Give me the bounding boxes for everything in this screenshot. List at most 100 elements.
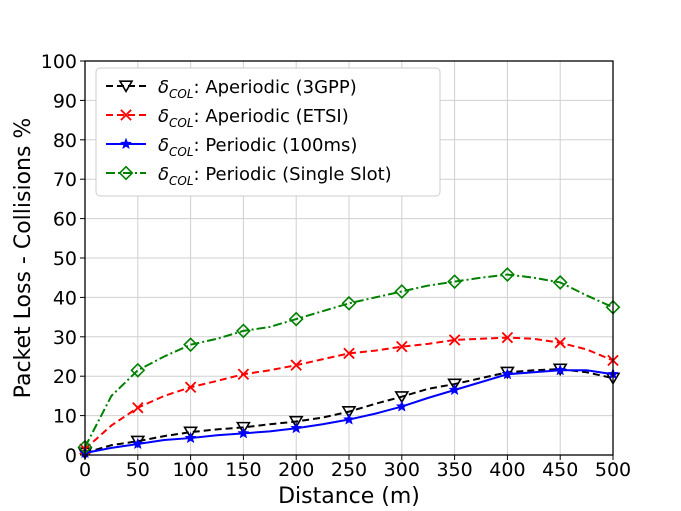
x-tick-label: 50 — [126, 459, 150, 481]
series-periodic-100ms — [78, 363, 620, 459]
x-tick-label: 450 — [542, 459, 578, 481]
x-marker-stroke — [396, 340, 408, 353]
series-layer — [77, 267, 621, 461]
y-tick-label: 50 — [53, 248, 77, 270]
star-marker — [342, 413, 356, 425]
x-marker-stroke — [343, 347, 355, 360]
star-marker — [501, 367, 514, 380]
diamond-marker — [499, 267, 515, 282]
triangle-down-marker — [118, 80, 134, 93]
triangle-down-marker — [447, 378, 462, 392]
diamond-marker — [394, 284, 410, 299]
x-tick-label: 0 — [79, 459, 91, 481]
x-marker-stroke — [132, 401, 144, 414]
legend-box — [95, 67, 441, 197]
series-periodic-single-slot — [77, 267, 621, 455]
x-tick-label: 400 — [489, 459, 525, 481]
x-marker-stroke — [448, 334, 461, 346]
diamond-marker — [288, 311, 304, 327]
x-marker — [120, 109, 132, 121]
diamond-marker — [118, 165, 134, 181]
legend-symbol: δ — [158, 135, 169, 156]
y-tick-label: 100 — [41, 51, 77, 73]
star-marker — [131, 437, 144, 450]
legend-subscript: COL — [169, 87, 194, 101]
x-marker — [184, 381, 197, 393]
x-marker-stroke — [554, 336, 566, 349]
series-line — [84, 368, 614, 454]
diamond-marker — [552, 274, 568, 290]
star-marker — [554, 363, 567, 376]
y-tick-label: 30 — [53, 327, 77, 349]
x-tick-label: 100 — [172, 459, 208, 481]
legend-label: δCOL: Periodic (Single Slot) — [158, 164, 392, 188]
star-marker — [184, 431, 197, 444]
x-tick-label: 300 — [384, 459, 420, 481]
x-marker — [554, 336, 566, 349]
x-marker — [132, 401, 144, 414]
x-marker — [237, 368, 250, 380]
diamond-marker — [130, 362, 146, 378]
diamond-marker — [235, 323, 251, 339]
y-tick-label: 60 — [53, 209, 77, 231]
diamond-marker — [447, 274, 463, 290]
x-marker-stroke — [237, 368, 250, 380]
legend-subscript: COL — [169, 174, 194, 188]
legend-subscript: COL — [169, 116, 194, 130]
star-marker — [448, 383, 461, 396]
triangle-down-marker — [341, 406, 357, 419]
y-tick-label: 0 — [65, 445, 77, 467]
triangle-down-marker — [183, 426, 198, 440]
legend-series-name: : Aperiodic (3GPP) — [194, 77, 357, 98]
legend-item: δCOL: Aperiodic (3GPP) — [106, 77, 357, 101]
y-axis-label: Packet Loss - Collisions % — [11, 118, 36, 399]
x-marker — [448, 334, 461, 346]
diamond-marker — [183, 337, 199, 353]
x-marker — [290, 359, 302, 371]
y-tick-label: 20 — [53, 366, 77, 388]
x-axis-label: Distance (m) — [278, 484, 420, 509]
legend-item: δCOL: Periodic (100ms) — [106, 135, 357, 159]
triangle-down-marker — [130, 435, 146, 449]
y-tick-label: 90 — [53, 90, 77, 112]
y-tick-label: 80 — [53, 130, 77, 152]
star-marker — [119, 137, 133, 150]
x-tick-label: 150 — [225, 459, 261, 481]
x-marker-stroke — [120, 109, 132, 121]
legend-series-name: : Periodic (100ms) — [194, 135, 358, 156]
x-marker — [396, 340, 408, 353]
x-tick-label: 250 — [331, 459, 367, 481]
ticks: 0 50 100 150 200 250 300 350 400 450 500 0 10 20 30 40 5… — [41, 51, 631, 481]
legend-symbol: δ — [158, 106, 169, 127]
legend: δCOL: Aperiodic (3GPP)δCOL: Aperiodic (E… — [95, 67, 441, 197]
legend-label: δCOL: Periodic (100ms) — [158, 135, 357, 159]
x-marker — [501, 331, 514, 344]
diamond-marker — [341, 295, 357, 311]
star-marker — [290, 421, 303, 434]
x-marker-stroke — [501, 331, 514, 344]
y-tick-label: 10 — [53, 406, 77, 428]
star-marker — [395, 400, 408, 412]
triangle-down-marker — [394, 391, 410, 404]
legend-label: δCOL: Aperiodic (ETSI) — [158, 106, 349, 130]
legend-symbol: δ — [158, 77, 169, 98]
legend-label: δCOL: Aperiodic (3GPP) — [158, 77, 357, 101]
legend-series-name: : Periodic (Single Slot) — [194, 164, 392, 185]
y-tick-label: 40 — [53, 287, 77, 309]
series-line — [84, 273, 614, 448]
legend-subscript: COL — [169, 145, 194, 159]
triangle-down-marker — [288, 415, 304, 429]
x-marker-stroke — [290, 359, 302, 371]
x-tick-label: 200 — [278, 459, 314, 481]
triangle-down-marker — [236, 421, 251, 435]
legend-symbol: δ — [158, 164, 169, 185]
y-tick-label: 70 — [53, 169, 77, 191]
legend-item: δCOL: Periodic (Single Slot) — [106, 164, 392, 188]
x-tick-label: 500 — [595, 459, 631, 481]
legend-item: δCOL: Aperiodic (ETSI) — [106, 106, 349, 130]
legend-series-name: : Aperiodic (ETSI) — [194, 106, 349, 127]
x-marker-stroke — [184, 381, 197, 393]
x-marker — [343, 347, 355, 360]
star-marker — [237, 426, 250, 439]
